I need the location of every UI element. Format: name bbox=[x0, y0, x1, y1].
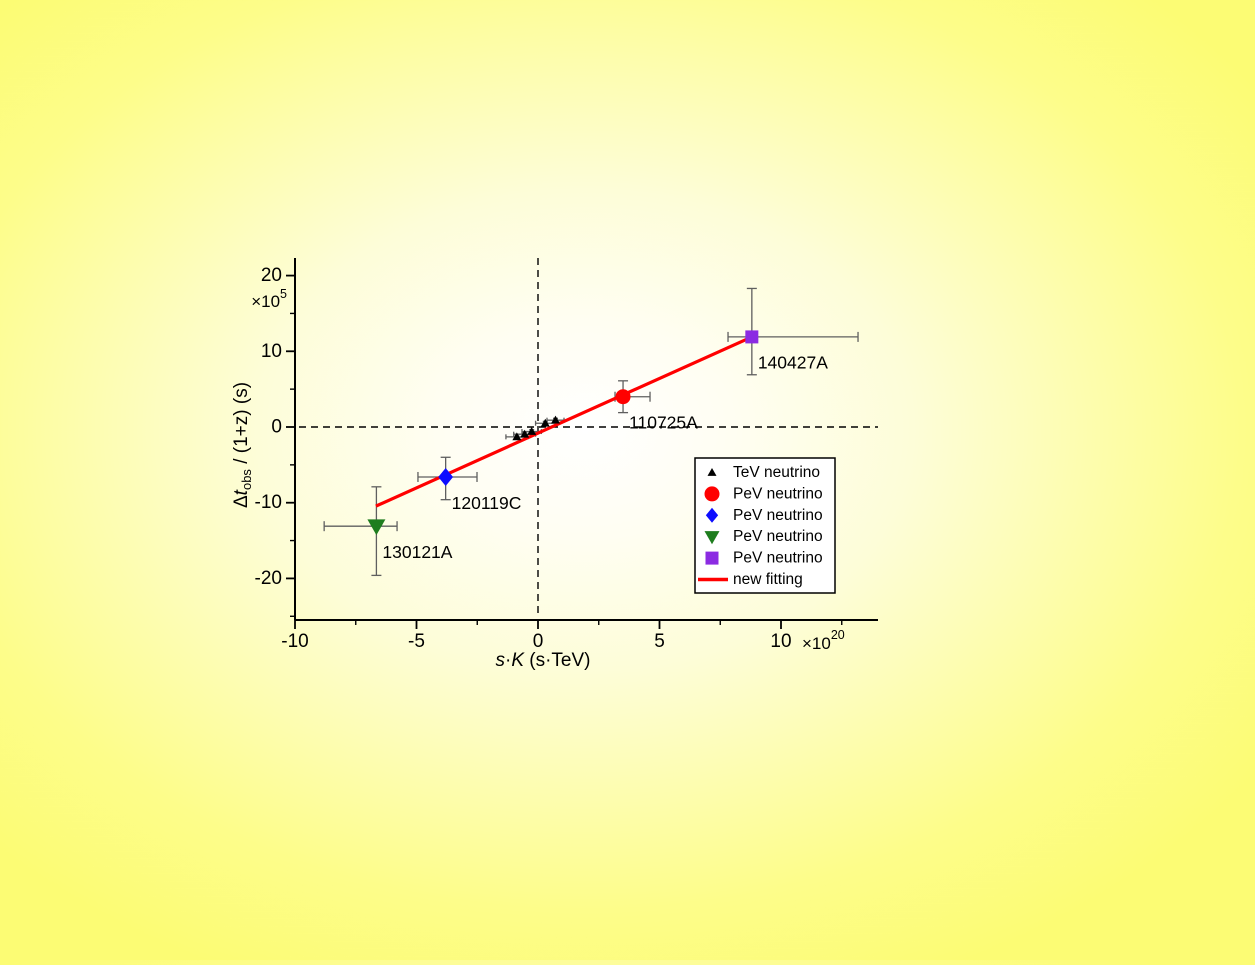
y-tick-label: 10 bbox=[261, 341, 282, 362]
data-marker-triangle-down bbox=[367, 519, 386, 536]
fit-line bbox=[375, 335, 753, 508]
data-marker-diamond bbox=[438, 467, 454, 486]
legend-box bbox=[694, 457, 836, 594]
legend-marker-triangle-up bbox=[707, 468, 717, 476]
legend-marker-triangle-down bbox=[704, 531, 720, 545]
legend-marker-diamond bbox=[705, 507, 719, 523]
legend-marker-square bbox=[705, 551, 719, 565]
legend-label: PeV neutrino bbox=[733, 485, 823, 502]
legend-marker-circle bbox=[704, 486, 720, 502]
point-label: 130121A bbox=[382, 542, 452, 562]
x-axis-multiplier: ×1020 bbox=[802, 628, 845, 653]
data-marker-triangle-up bbox=[550, 415, 560, 424]
point-label: 110725A bbox=[629, 413, 698, 433]
y-tick-label: -20 bbox=[255, 568, 282, 589]
y-axis-multiplier: ×105 bbox=[251, 287, 287, 311]
data-marker-triangle-up bbox=[520, 429, 530, 438]
x-tick-label: 0 bbox=[533, 631, 544, 652]
y-tick-label: 20 bbox=[261, 265, 282, 286]
x-tick-label: 5 bbox=[654, 631, 665, 652]
legend-label: PeV neutrino bbox=[733, 507, 823, 524]
legend-label: PeV neutrino bbox=[733, 550, 823, 567]
data-marker-circle bbox=[615, 389, 631, 405]
legend-label: new fitting bbox=[733, 571, 803, 588]
data-marker-triangle-up bbox=[527, 427, 537, 435]
x-tick-label: -10 bbox=[281, 631, 308, 652]
x-axis-title: s·K (s·TeV) bbox=[495, 650, 590, 671]
y-tick-label: -10 bbox=[255, 492, 282, 513]
point-label: 120119C bbox=[452, 493, 522, 513]
y-axis-title: Δtobs / (1+z) (s) bbox=[231, 382, 254, 508]
legend-label: TeV neutrino bbox=[733, 464, 820, 481]
y-tick-label: 0 bbox=[271, 417, 282, 438]
data-marker-square bbox=[745, 330, 759, 344]
point-label: 140427A bbox=[758, 353, 828, 373]
x-tick-label: -5 bbox=[408, 631, 425, 652]
data-marker-triangle-up bbox=[540, 418, 550, 427]
legend-label: PeV neutrino bbox=[733, 528, 823, 545]
data-marker-triangle-up bbox=[512, 432, 522, 441]
x-tick-label: 10 bbox=[770, 631, 791, 652]
